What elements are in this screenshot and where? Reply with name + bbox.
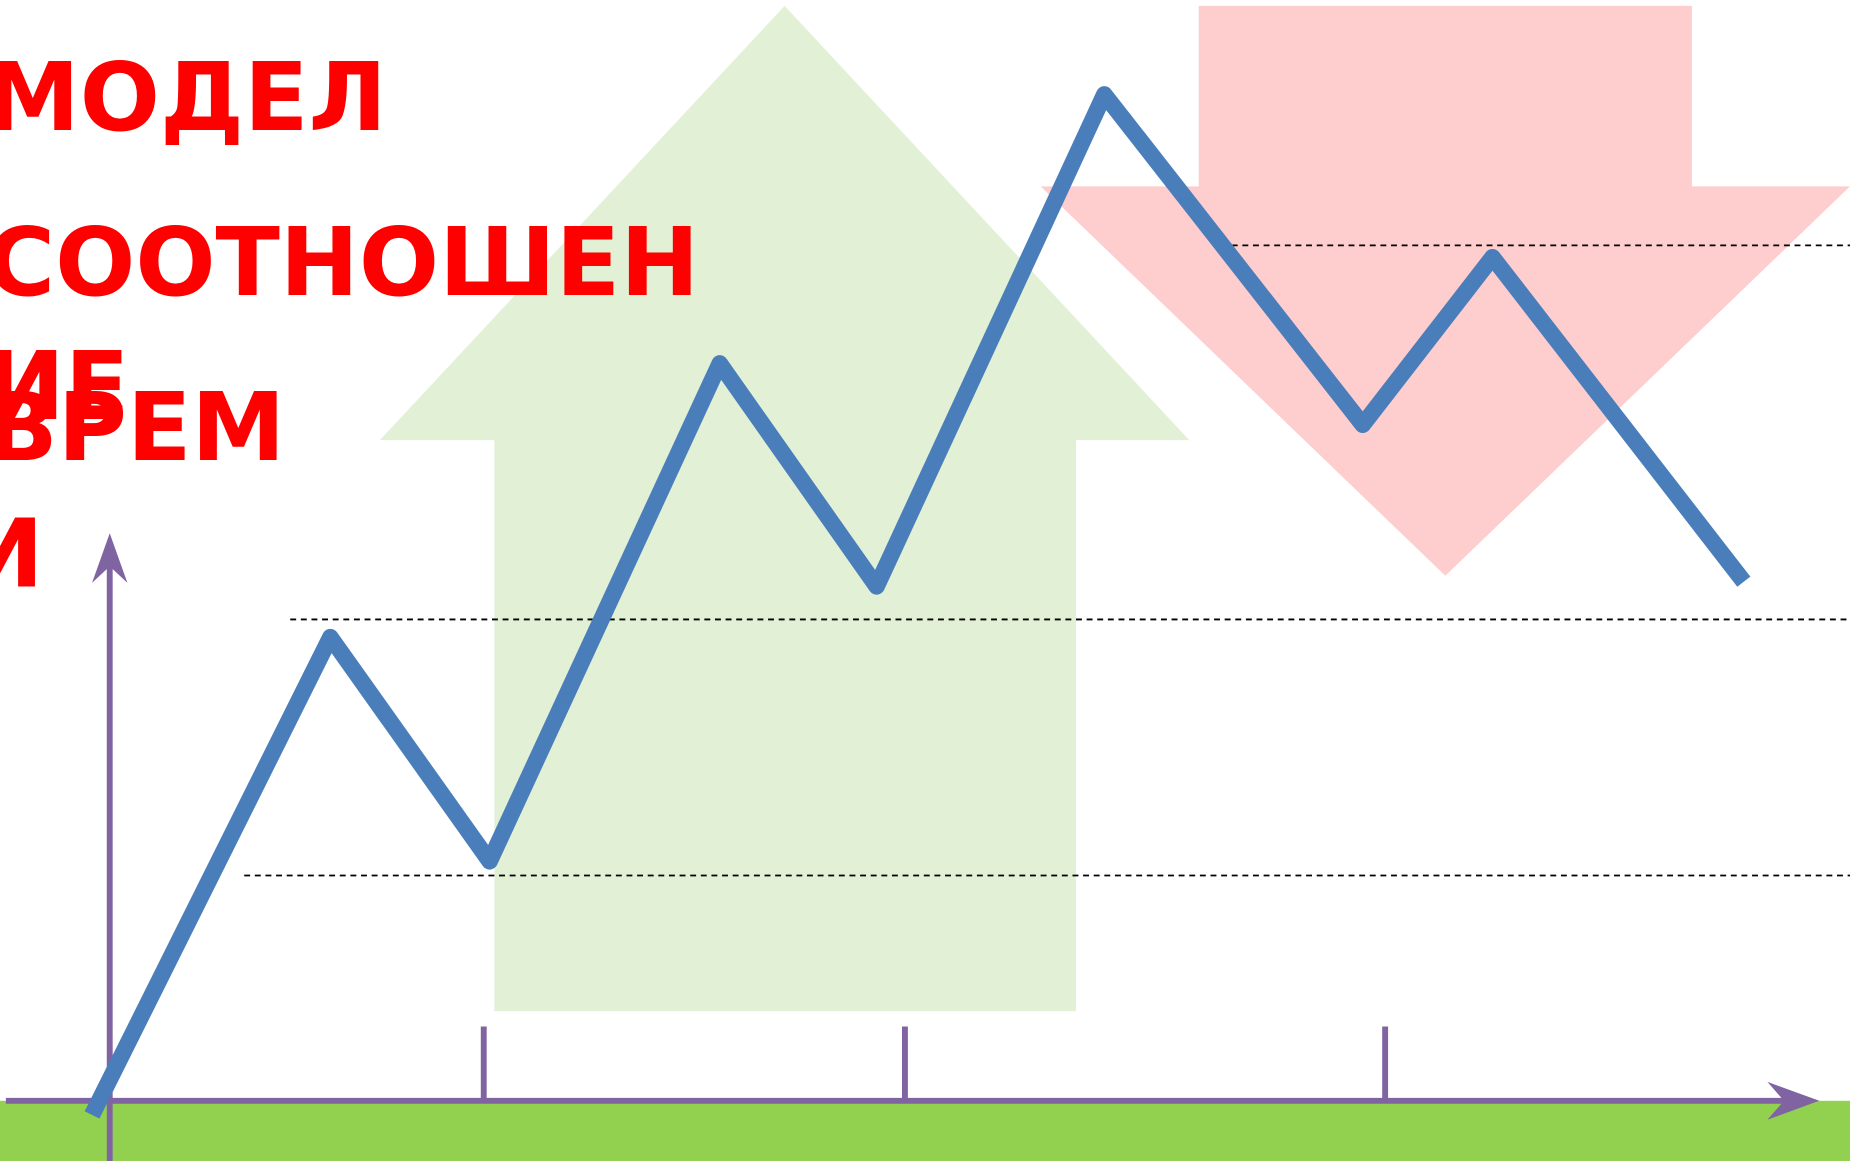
axes bbox=[5, 533, 1820, 1161]
price-line bbox=[84, 86, 1751, 1119]
x-axis-arrow bbox=[1767, 1081, 1820, 1120]
title-line: СООТНОШЕН bbox=[0, 208, 699, 318]
title-line: ИЕ bbox=[0, 332, 129, 442]
title-line: ВРЕМ bbox=[0, 373, 285, 483]
y-axis-arrow bbox=[92, 533, 128, 583]
level-lines bbox=[244, 244, 1850, 877]
down-arrow bbox=[1040, 5, 1850, 576]
title-line: МОДЕЛ bbox=[0, 43, 387, 153]
title-line: И bbox=[0, 499, 44, 609]
up-arrow bbox=[379, 5, 1190, 1012]
ground-bar bbox=[0, 1100, 1850, 1161]
